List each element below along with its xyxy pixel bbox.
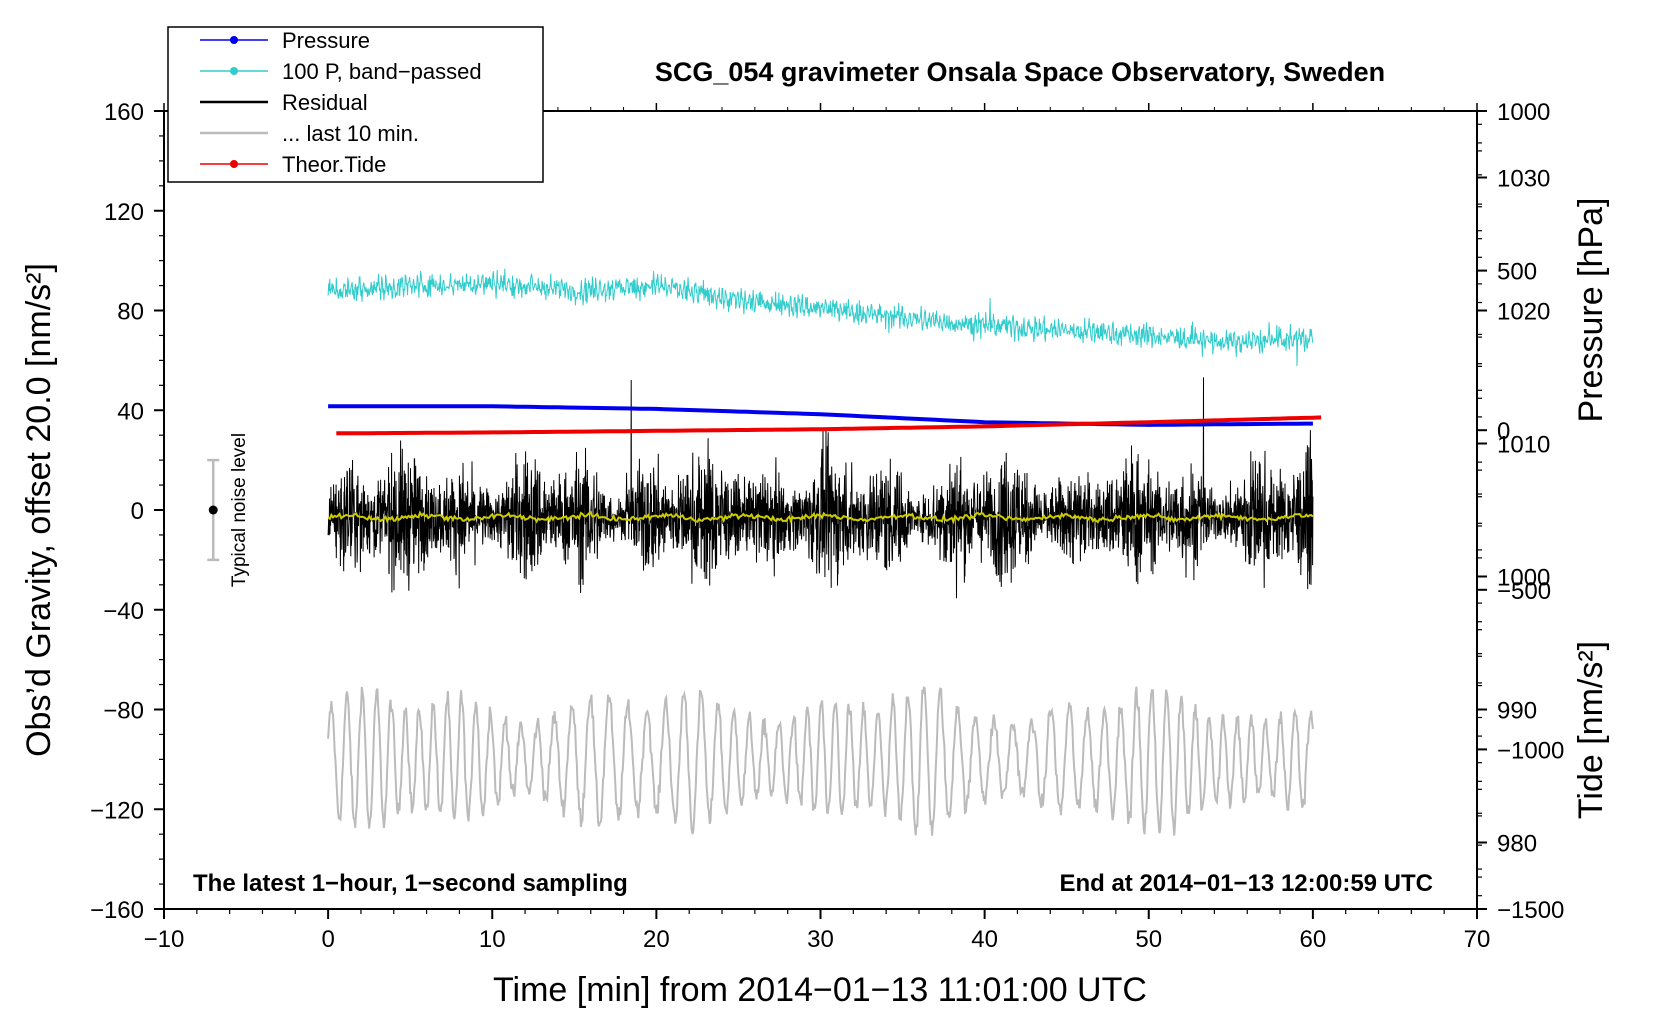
plot-lines	[327, 268, 1322, 836]
pressure-tick-label: 1010	[1497, 432, 1550, 459]
left-tick-label: 40	[117, 398, 144, 425]
x-tick-label: 60	[1300, 926, 1327, 953]
left-tick-label: −80	[103, 698, 144, 725]
left-axis: 160 120 80 40 0 −40 −80 −120 −160	[90, 99, 164, 924]
x-tick-label: 10	[479, 926, 506, 953]
left-tick-label: 120	[104, 199, 144, 226]
legend-label: 100 P, band−passed	[282, 59, 482, 84]
tide-tick-label: −500	[1497, 578, 1551, 605]
end-time-annotation: End at 2014−01−13 12:00:59 UTC	[1059, 870, 1433, 897]
x-tick-label: 70	[1464, 926, 1491, 953]
pressure-tick-label: 1020	[1497, 299, 1550, 326]
x-tick-label: −10	[144, 926, 185, 953]
legend-label: Theor.Tide	[282, 152, 386, 177]
tide-tick-label: −1500	[1497, 897, 1564, 924]
series-pressure-line	[328, 404, 1313, 427]
series-last-10-min-line	[327, 686, 1314, 836]
legend-marker	[230, 160, 238, 168]
x-tick-label: 20	[643, 926, 670, 953]
noise-label: Typical noise level	[229, 433, 250, 587]
noise-indicator: Typical noise level	[207, 433, 250, 587]
legend-box	[167, 26, 544, 183]
x-tick-label: 0	[321, 926, 334, 953]
legend-label: Residual	[282, 90, 368, 115]
legend-label: Pressure	[282, 28, 370, 53]
series-band-passed-line	[327, 268, 1314, 367]
legend-marker	[230, 36, 238, 44]
pressure-tick-label: 1030	[1497, 166, 1550, 193]
x-axis-title: Time [min] from 2014−01−13 11:01:00 UTC	[493, 971, 1147, 1009]
chart-title: SCG_054 gravimeter Onsala Space Observat…	[655, 57, 1385, 87]
tide-axis: 1000 500 0 −500 −1000 −1500	[1477, 99, 1564, 924]
x-tick-label: 30	[807, 926, 834, 953]
legend-label: ... last 10 min.	[282, 121, 419, 146]
x-tick-label: 40	[971, 926, 998, 953]
tide-tick-label: 0	[1497, 418, 1510, 445]
x-tick-label: 50	[1135, 926, 1162, 953]
pressure-tick-label: 990	[1497, 698, 1537, 725]
pressure-axis-title: Pressure [hPa]	[1572, 198, 1610, 423]
left-tick-label: −120	[90, 797, 144, 824]
left-tick-label: 0	[131, 498, 144, 525]
series-theor-tide-line	[336, 415, 1322, 436]
tide-tick-label: −1000	[1497, 737, 1564, 764]
noise-center-dot	[208, 505, 218, 515]
pressure-tick-label: 980	[1497, 831, 1537, 858]
x-axis: −10 0 10 20 30 40 50 60 70	[144, 103, 1491, 953]
left-tick-label: 80	[117, 299, 144, 326]
left-tick-label: 160	[104, 99, 144, 126]
tide-axis-title: Tide [nm/s²]	[1572, 641, 1610, 819]
legend-marker	[230, 67, 238, 75]
tide-tick-label: 1000	[1497, 99, 1550, 126]
legend: Pressure 100 P, band−passed Residual ... la…	[167, 26, 544, 183]
pressure-tick-label: 1000	[1497, 565, 1550, 592]
left-tick-label: −160	[90, 897, 144, 924]
tide-tick-label: 500	[1497, 259, 1537, 286]
left-tick-label: −40	[103, 598, 144, 625]
series-residual-smoothed-line	[327, 510, 1314, 525]
series-residual-line	[327, 377, 1314, 599]
sampling-annotation: The latest 1−hour, 1−second sampling	[193, 870, 628, 897]
left-axis-title: Obs’d Gravity, offset 20.0 [nm/s²]	[20, 263, 58, 757]
pressure-axis: 1030 1020 1010 1000 990 980	[1477, 123, 1550, 897]
